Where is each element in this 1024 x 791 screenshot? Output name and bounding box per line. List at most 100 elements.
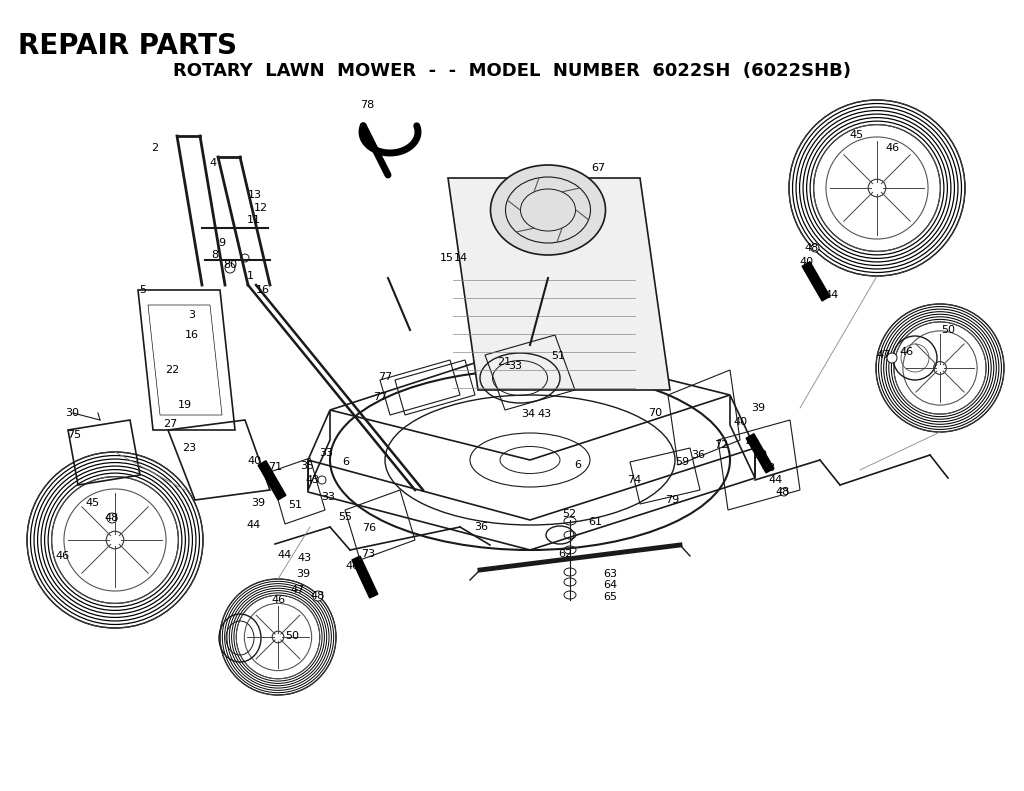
Text: 40: 40 [248,456,262,466]
Text: 79: 79 [665,495,679,505]
Polygon shape [746,433,774,473]
Circle shape [811,244,819,252]
Text: 77: 77 [378,372,392,382]
Text: 8: 8 [211,250,218,260]
Text: REPAIR PARTS: REPAIR PARTS [18,32,237,60]
Text: 46: 46 [886,143,900,153]
Circle shape [313,591,323,601]
Polygon shape [802,262,829,301]
Text: 48: 48 [104,513,119,523]
Text: 34: 34 [521,409,536,419]
Text: 33: 33 [319,448,333,458]
Text: 40: 40 [799,257,813,267]
Text: 1: 1 [247,271,254,281]
Text: 33: 33 [321,492,335,502]
Polygon shape [449,178,670,390]
Polygon shape [258,460,286,500]
Ellipse shape [826,137,928,239]
Ellipse shape [934,361,946,374]
Text: 67: 67 [591,163,605,173]
Text: 30: 30 [65,408,79,418]
Text: 45: 45 [850,130,864,140]
Text: 39: 39 [753,450,767,460]
Text: 33: 33 [508,361,522,371]
Text: 43: 43 [298,553,312,563]
Text: 21: 21 [497,357,511,367]
Text: 44: 44 [247,520,261,530]
Text: 65: 65 [603,592,617,602]
Text: 71: 71 [268,462,282,472]
Text: 4: 4 [210,158,216,168]
Text: 44: 44 [278,550,292,560]
Text: 48: 48 [776,487,791,497]
Text: 76: 76 [361,523,376,533]
Text: ROTARY  LAWN  MOWER  -  -  MODEL  NUMBER  6022SH  (6022SHB): ROTARY LAWN MOWER - - MODEL NUMBER 6022S… [173,62,851,80]
Text: 16: 16 [256,285,270,295]
Text: 13: 13 [248,190,262,200]
Text: 75: 75 [67,430,81,440]
Text: 16: 16 [185,330,199,340]
Text: 55: 55 [338,512,352,522]
Ellipse shape [868,180,886,197]
Text: 43: 43 [761,463,775,473]
Text: 11: 11 [247,215,261,225]
Text: 43: 43 [306,475,321,485]
Text: 46: 46 [900,347,914,357]
Ellipse shape [490,165,605,255]
Text: 52: 52 [562,509,577,519]
Text: 61: 61 [588,517,602,527]
Text: 22: 22 [165,365,179,375]
Text: 46: 46 [271,595,285,605]
Text: 64: 64 [603,580,617,590]
Text: 51: 51 [551,351,565,361]
Text: 63: 63 [603,569,617,579]
Text: 27: 27 [163,419,177,429]
Text: 51: 51 [288,500,302,510]
Ellipse shape [245,604,311,671]
Text: 59: 59 [675,457,689,467]
Text: 47: 47 [877,350,891,360]
Ellipse shape [272,631,284,643]
Text: 39: 39 [751,403,765,413]
Text: 14: 14 [454,253,468,263]
Text: 3: 3 [188,310,196,320]
Circle shape [106,513,117,523]
Text: 40: 40 [745,438,760,448]
Text: 50: 50 [941,325,955,335]
Text: 46: 46 [56,551,70,561]
Text: 6: 6 [342,457,349,467]
Text: 48: 48 [805,243,819,253]
Circle shape [241,254,249,262]
Text: 73: 73 [360,549,375,559]
Text: 44: 44 [769,475,783,485]
Ellipse shape [106,532,124,549]
Text: 23: 23 [182,443,196,453]
Text: 12: 12 [254,203,268,213]
Text: 47: 47 [291,585,305,595]
Text: 6: 6 [574,460,582,470]
Text: 40: 40 [733,417,748,427]
Text: 78: 78 [359,100,374,110]
Text: 36: 36 [691,450,705,460]
Text: 77: 77 [373,392,387,402]
Text: 70: 70 [648,408,663,418]
Polygon shape [352,556,378,598]
Text: 35: 35 [300,461,314,471]
Text: 5: 5 [139,285,146,295]
Text: 44: 44 [825,290,839,300]
Text: 50: 50 [285,631,299,641]
Text: 72: 72 [714,440,728,450]
Text: 45: 45 [85,498,99,508]
Circle shape [780,488,788,496]
Text: 62: 62 [558,549,572,559]
Text: 40: 40 [346,561,360,571]
Text: 15: 15 [440,253,454,263]
Text: 43: 43 [537,409,551,419]
Circle shape [318,476,326,484]
Ellipse shape [63,489,166,591]
Text: 39: 39 [251,498,265,508]
Ellipse shape [903,331,977,405]
Text: 36: 36 [474,522,488,532]
Circle shape [225,263,234,273]
Circle shape [887,353,897,363]
